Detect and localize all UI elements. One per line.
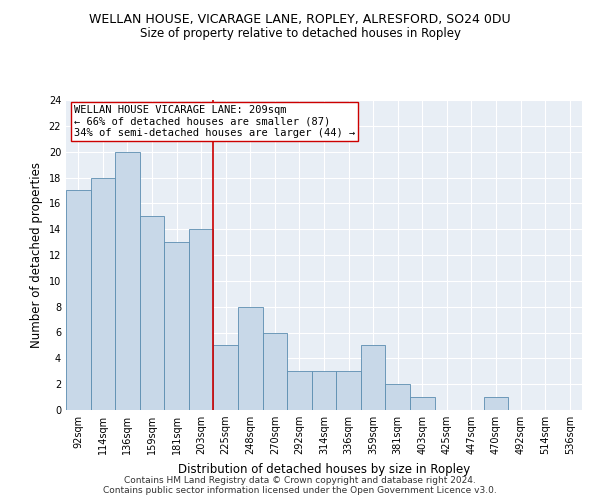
Bar (263, 332, 287, 410)
Bar (140, 216, 164, 410)
Y-axis label: Number of detached properties: Number of detached properties (30, 162, 43, 348)
Bar (66, 190, 91, 410)
Bar (238, 306, 263, 410)
X-axis label: Distribution of detached houses by size in Ropley: Distribution of detached houses by size … (178, 462, 470, 475)
Text: Size of property relative to detached houses in Ropley: Size of property relative to detached ho… (139, 28, 461, 40)
Bar (91, 178, 115, 410)
Bar (410, 397, 434, 410)
Bar (385, 384, 410, 410)
Bar (115, 152, 140, 410)
Bar (164, 242, 189, 410)
Bar (189, 229, 214, 410)
Bar (361, 346, 385, 410)
Bar (214, 346, 238, 410)
Bar (287, 371, 312, 410)
Bar (312, 371, 336, 410)
Text: WELLAN HOUSE VICARAGE LANE: 209sqm
← 66% of detached houses are smaller (87)
34%: WELLAN HOUSE VICARAGE LANE: 209sqm ← 66%… (74, 104, 355, 138)
Text: WELLAN HOUSE, VICARAGE LANE, ROPLEY, ALRESFORD, SO24 0DU: WELLAN HOUSE, VICARAGE LANE, ROPLEY, ALR… (89, 12, 511, 26)
Text: Contains HM Land Registry data © Crown copyright and database right 2024.
Contai: Contains HM Land Registry data © Crown c… (103, 476, 497, 495)
Bar (484, 397, 508, 410)
Bar (336, 371, 361, 410)
